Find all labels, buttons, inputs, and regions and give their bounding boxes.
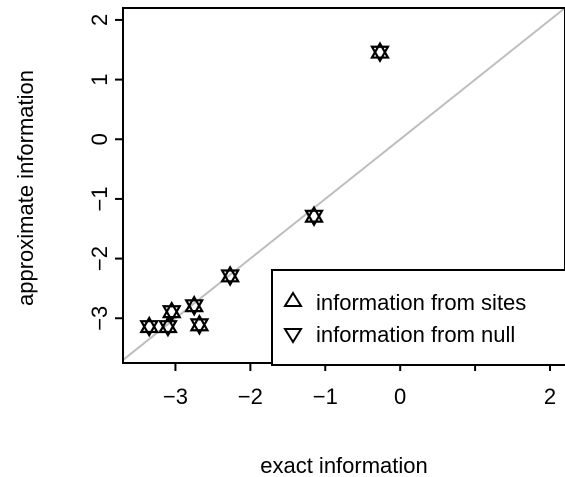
y-tick-label: 0 <box>87 133 112 145</box>
point-null <box>161 305 182 323</box>
point-sites <box>158 315 178 334</box>
point-null <box>370 45 390 63</box>
point-sites <box>220 265 241 283</box>
point-sites <box>370 41 390 59</box>
legend-label-sites: information from sites <box>316 290 526 315</box>
legend: information from sites information from … <box>271 269 565 366</box>
point-sites <box>189 314 210 332</box>
point-null <box>139 320 160 338</box>
y-tick-label: −3 <box>87 306 112 331</box>
y-tick-label: −2 <box>87 246 112 271</box>
point-sites <box>161 300 182 319</box>
x-tick-label: 0 <box>394 384 406 409</box>
x-axis: −3 −2 −1 0 2 <box>163 363 556 409</box>
legend-label-null: information from null <box>316 322 515 347</box>
x-tick-label: −2 <box>238 384 263 409</box>
point-sites <box>304 205 324 223</box>
point-null <box>220 269 241 287</box>
y-tick-label: 2 <box>87 14 112 26</box>
y-tick-label: −1 <box>87 186 112 211</box>
point-sites <box>139 315 160 334</box>
point-null <box>158 320 178 338</box>
y-axis: −3 −2 −1 0 1 2 <box>87 14 123 331</box>
point-null <box>189 318 210 336</box>
point-null <box>184 299 205 317</box>
point-null <box>304 209 324 228</box>
y-tick-label: 1 <box>87 73 112 85</box>
legend-triangle-up-icon <box>283 291 303 307</box>
legend-triangle-down-icon <box>283 328 303 344</box>
legend-box <box>271 269 565 366</box>
x-tick-label: 2 <box>544 384 556 409</box>
x-tick-label: −1 <box>313 384 338 409</box>
point-sites <box>184 294 205 313</box>
y-axis-label: approximate information <box>13 70 38 306</box>
x-tick-label: −3 <box>163 384 188 409</box>
points-layer <box>139 41 390 338</box>
x-axis-label: exact information <box>260 453 428 477</box>
